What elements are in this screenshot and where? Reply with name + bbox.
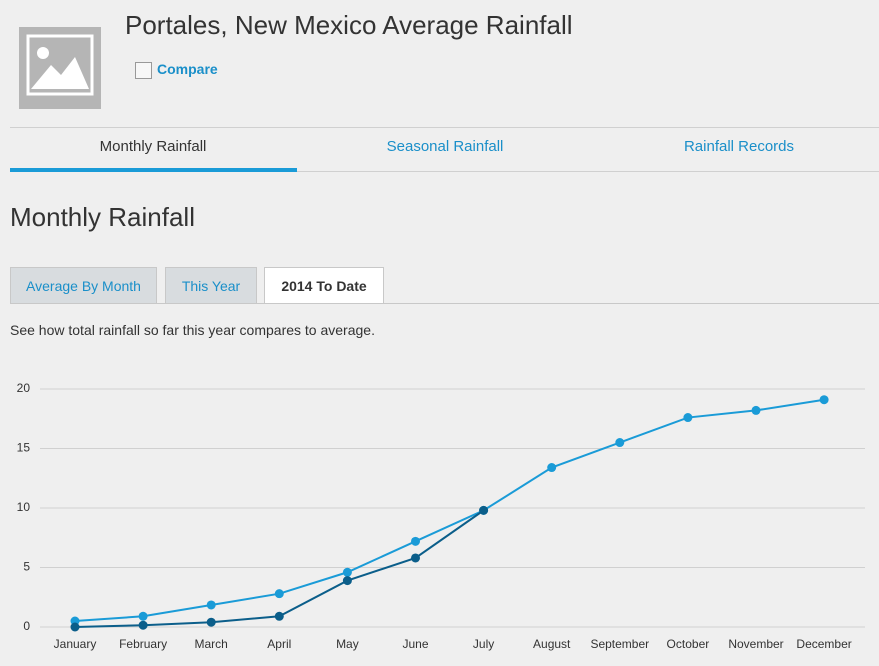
tab[interactable]: Rainfall Records [683, 138, 795, 155]
subtab[interactable]: 2014 To Date [264, 267, 384, 304]
x-tick-label: June [402, 637, 428, 651]
description: See how total rainfall so far this year … [10, 322, 375, 338]
series-line [74, 398, 825, 623]
data-point [751, 405, 761, 415]
data-point [138, 620, 148, 630]
x-tick-label: May [336, 637, 359, 651]
data-point [615, 438, 625, 448]
divider [10, 127, 879, 128]
section-title: Monthly Rainfall [10, 202, 195, 232]
page-title: Portales, New Mexico Average Rainfall [125, 10, 573, 40]
compare-label[interactable]: Compare [157, 61, 218, 77]
data-point [342, 576, 352, 586]
divider [10, 171, 879, 172]
x-tick-label: March [195, 637, 228, 651]
data-point [819, 395, 829, 405]
data-point [274, 589, 284, 599]
data-point [683, 413, 693, 423]
y-tick-label: 20 [17, 381, 31, 395]
x-tick-label: September [590, 637, 649, 651]
x-tick-label: August [533, 637, 571, 651]
y-tick-label: 10 [17, 500, 31, 514]
data-point [70, 622, 80, 632]
y-tick-label: 15 [17, 441, 31, 455]
image-placeholder [19, 27, 101, 109]
data-point [274, 611, 284, 621]
tab[interactable]: Monthly Rainfall [99, 138, 207, 155]
data-point [411, 536, 420, 546]
data-point [342, 567, 352, 577]
x-tick-label: December [796, 637, 851, 651]
x-tick-label: April [267, 637, 291, 651]
x-tick-label: October [667, 637, 710, 651]
data-point [411, 553, 420, 563]
data-point [138, 611, 148, 621]
compare-checkbox[interactable] [135, 62, 152, 79]
active-tab-indicator [10, 168, 297, 172]
divider [10, 303, 879, 304]
subtab[interactable]: This Year [165, 267, 257, 303]
data-point [547, 463, 557, 473]
data-point [206, 617, 216, 627]
x-tick-label: July [473, 637, 494, 651]
data-point [479, 505, 489, 515]
subtab[interactable]: Average By Month [10, 267, 157, 303]
series-line [74, 509, 485, 628]
tab[interactable]: Seasonal Rainfall [386, 138, 504, 155]
data-point [206, 600, 216, 610]
y-tick-label: 5 [23, 560, 30, 574]
y-tick-label: 0 [23, 619, 30, 633]
x-tick-label: February [119, 637, 167, 651]
x-tick-label: November [728, 637, 783, 651]
x-tick-label: January [54, 637, 97, 651]
